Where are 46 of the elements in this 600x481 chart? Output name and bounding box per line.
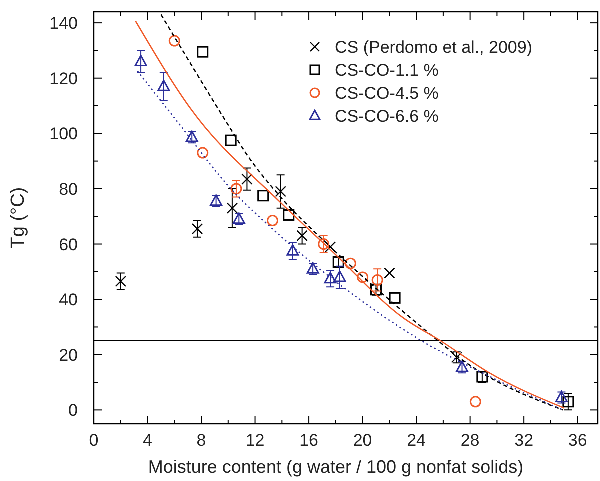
y-tick-label: 100 (50, 124, 78, 144)
x-tick-label: 32 (514, 431, 534, 450)
legend-label: CS-CO-4.5 % (335, 84, 439, 103)
point (470, 396, 482, 408)
point (115, 276, 126, 288)
point (318, 238, 330, 250)
y-tick-label: 140 (50, 14, 78, 34)
x-tick-label: 8 (196, 431, 206, 450)
point (192, 223, 204, 235)
point (562, 396, 574, 408)
x-tick-label: 36 (568, 431, 588, 450)
point (225, 134, 237, 146)
legend-label: CS-CO-1.1 % (335, 61, 439, 80)
y-tick-label: 0 (68, 401, 78, 420)
legend-label: CS (Perdomo et al., 2009) (335, 38, 532, 57)
point (197, 46, 209, 58)
point (384, 268, 396, 279)
x-tick-label: 0 (89, 431, 99, 450)
x-tick-label: 24 (407, 431, 426, 450)
x-axis-title: Moisture content (g water / 100 g nonfat solids) (148, 457, 524, 477)
y-tick-label: 20 (59, 346, 78, 365)
point (357, 272, 369, 284)
point (242, 174, 253, 185)
y-tick-label: 120 (50, 69, 78, 88)
x-tick-label: 4 (143, 431, 152, 450)
x-tick-label: 16 (300, 431, 318, 450)
point (168, 35, 180, 47)
x-tick-label: 20 (353, 431, 372, 450)
point (344, 258, 356, 270)
point (372, 274, 384, 286)
point (283, 209, 295, 221)
y-tick-label: 40 (59, 290, 78, 310)
point (389, 292, 401, 304)
point (230, 183, 242, 195)
x-tick-label: 28 (460, 431, 480, 450)
x-tick-label: 12 (246, 431, 265, 450)
point (275, 186, 286, 198)
y-tick-label: 60 (59, 235, 78, 254)
point (226, 202, 238, 214)
y-tick-label: 80 (59, 180, 78, 199)
y-axis-title: Tg (°C) (8, 187, 29, 249)
point (296, 230, 308, 242)
point (258, 190, 270, 202)
point (197, 147, 209, 159)
point (267, 215, 278, 227)
legend-label: CS-CO-6.6 % (335, 107, 439, 126)
